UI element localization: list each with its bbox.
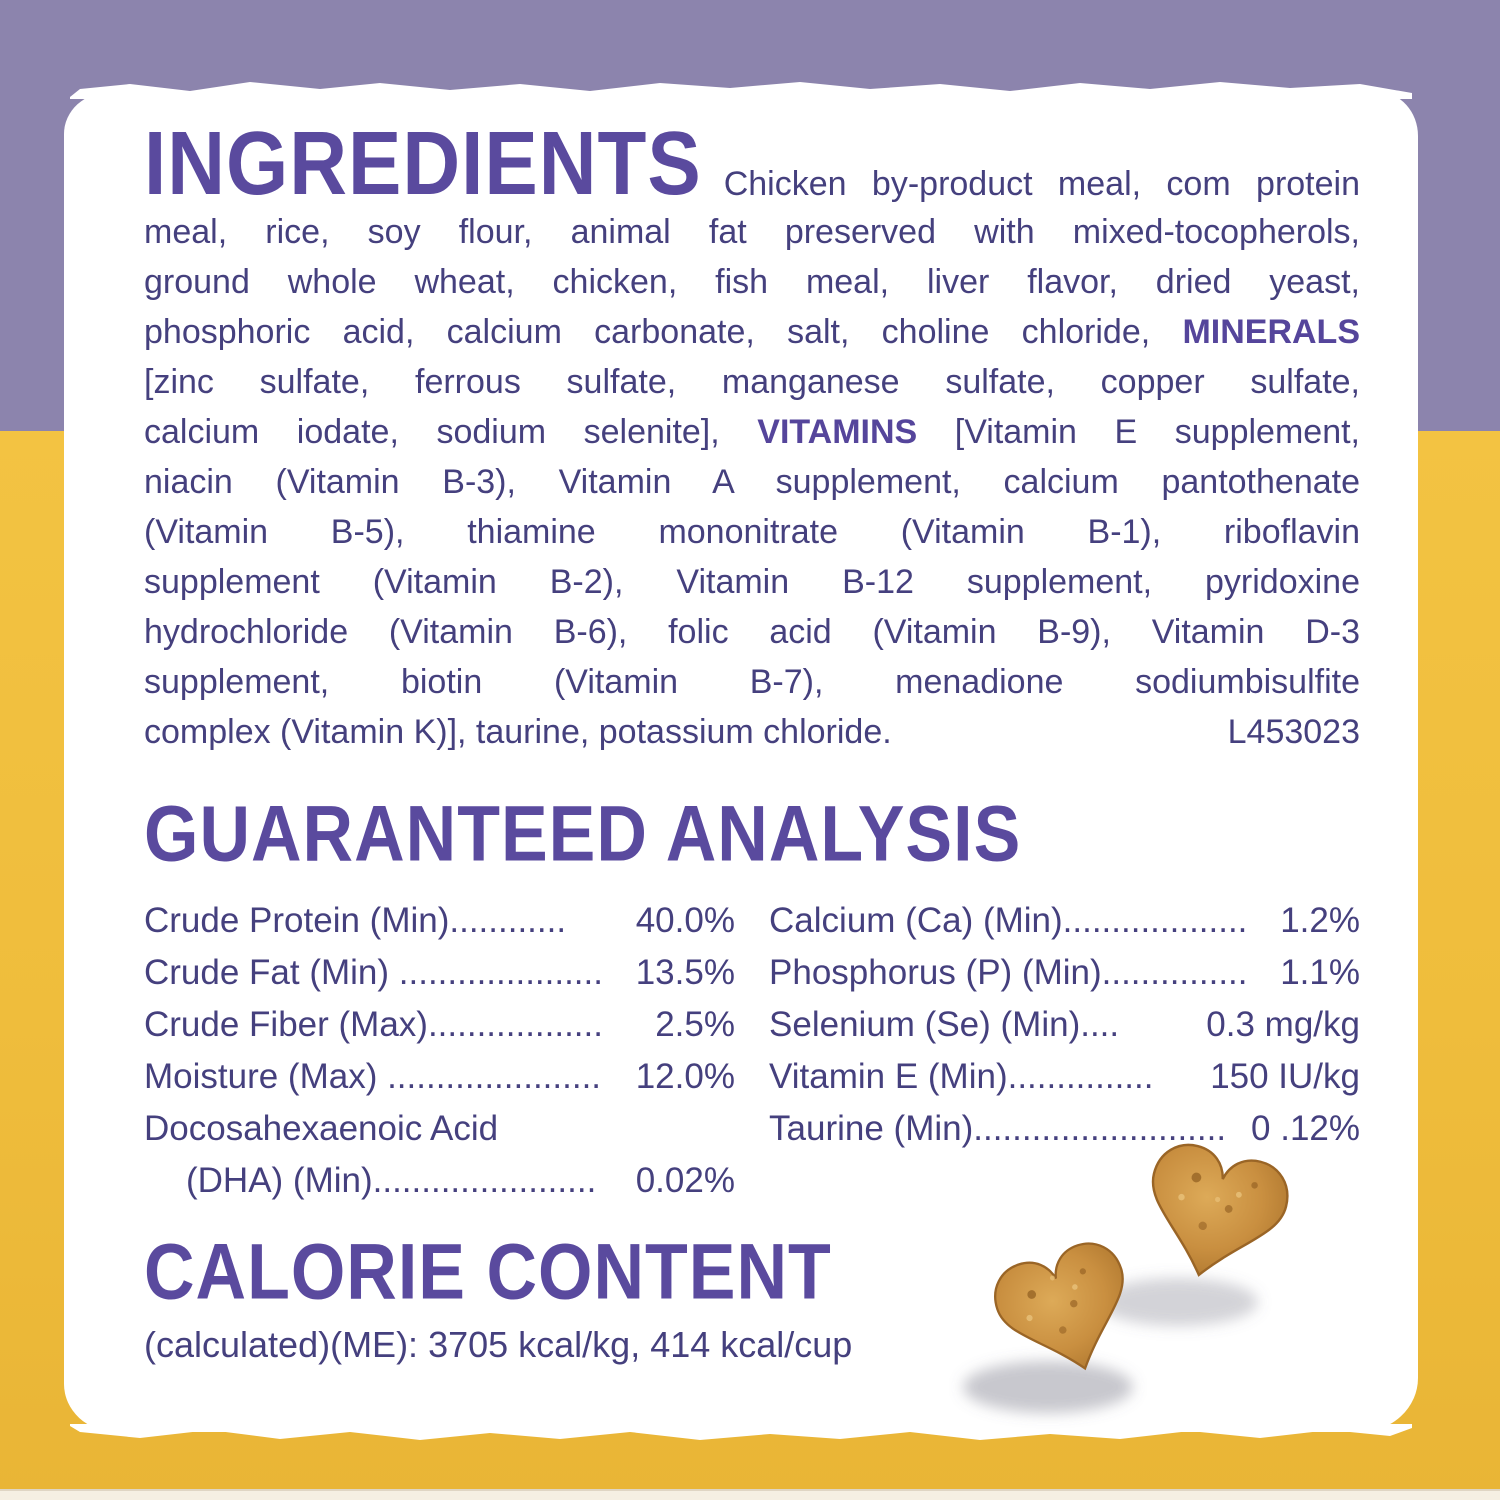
ingredients-line: (Vitamin B-5), thiamine mononitrate (Vit… <box>144 513 1360 551</box>
analysis-row: Vitamin E (Min)............... 150 IU/kg <box>769 1057 1360 1096</box>
guaranteed-analysis-section: GUARANTEED ANALYSIS <box>144 795 1360 873</box>
torn-edge-top <box>70 82 1412 99</box>
ingredients-line: supplement, biotin (Vitamin B-7), menadi… <box>144 663 1360 701</box>
label-content: INGREDIENTS Chicken by-product meal, com… <box>144 118 1360 1369</box>
analysis-row: Taurine (Min).......................... … <box>769 1109 1360 1148</box>
ingredients-line: calcium iodate, sodium selenite], VITAMI… <box>144 413 1360 451</box>
guaranteed-analysis-table: Crude Protein (Min)............ 40.0% Cr… <box>144 895 1360 1207</box>
ingredients-line: supplement (Vitamin B-2), Vitamin B-12 s… <box>144 563 1360 601</box>
analysis-right-column: Calcium (Ca) (Min)................... 1.… <box>769 895 1360 1207</box>
ingredients-line: phosphoric acid, calcium carbonate, salt… <box>144 313 1360 351</box>
ingredients-first-line: INGREDIENTS Chicken by-product meal, com… <box>144 118 1360 208</box>
torn-edge-bottom <box>70 1424 1412 1440</box>
calorie-content-detail: (calculated)(ME): 3705 kcal/kg, 414 kcal… <box>144 1324 853 1365</box>
analysis-row: Phosphorus (P) (Min)............... 1.1% <box>769 953 1360 992</box>
ingredients-line: meal, rice, soy flour, animal fat preser… <box>144 213 1360 251</box>
ingredients-line: ground whole wheat, chicken, fish meal, … <box>144 263 1360 301</box>
lot-code: L453023 <box>1227 713 1360 751</box>
ingredients-line: hydrochloride (Vitamin B-6), folic acid … <box>144 613 1360 651</box>
analysis-row: Docosahexaenoic Acid <box>144 1109 499 1148</box>
analysis-left-column: Crude Protein (Min)............ 40.0% Cr… <box>144 895 735 1207</box>
guaranteed-analysis-heading: GUARANTEED ANALYSIS <box>144 790 1022 878</box>
analysis-row: (DHA) (Min)....................... 0.02% <box>186 1161 735 1200</box>
heart-kibble <box>994 1242 1124 1371</box>
ingredients-last-line: complex (Vitamin K)], taurine, potassium… <box>144 707 1360 757</box>
heart-kibble <box>1151 1143 1289 1277</box>
minerals-label: MINERALS <box>1182 313 1360 351</box>
analysis-row: Selenium (Se) (Min).... 0.3 mg/kg <box>769 1005 1360 1044</box>
analysis-row: Crude Fiber (Max).................. 2.5% <box>144 1005 735 1044</box>
ingredients-heading: INGREDIENTS <box>144 113 702 214</box>
kibble-image <box>963 1143 1289 1413</box>
ingredients-line: niacin (Vitamin B-3), Vitamin A suppleme… <box>144 463 1360 501</box>
analysis-row: Crude Fat (Min) ..................... 13… <box>144 953 735 992</box>
ingredients-line: Chicken by-product meal, com protein <box>723 165 1360 203</box>
calorie-content-section: CALORIE CONTENT <box>144 1233 1360 1311</box>
kibble-shadow <box>1098 1278 1258 1326</box>
kibble-shadow <box>963 1361 1133 1413</box>
ingredients-line: [zinc sulfate, ferrous sulfate, manganes… <box>144 363 1360 401</box>
analysis-row: Calcium (Ca) (Min)................... 1.… <box>769 901 1360 940</box>
vitamins-label: VITAMINS <box>757 413 918 451</box>
analysis-row: Moisture (Max) ...................... 12… <box>144 1057 735 1096</box>
analysis-row: Crude Protein (Min)............ 40.0% <box>144 901 735 940</box>
calorie-content-heading: CALORIE CONTENT <box>144 1228 832 1316</box>
bottom-edge-strip <box>0 1489 1500 1500</box>
